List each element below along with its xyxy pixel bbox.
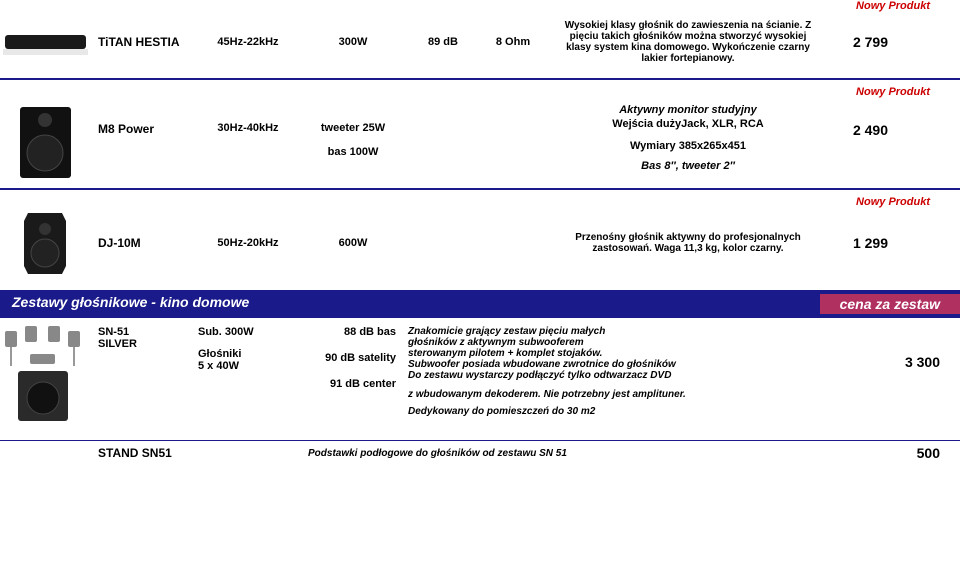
product-thumb bbox=[0, 208, 90, 278]
power: 300W bbox=[298, 36, 408, 48]
product-row-sn51: SN-51 SILVER Sub. 300W Głośniki 5 x 40W … bbox=[0, 318, 960, 436]
d7: Dedykowany do pomieszczeń do 30 m2 bbox=[408, 406, 880, 417]
product-name: TiTAN HESTIA bbox=[98, 35, 198, 49]
desc-block: Aktywny monitor studyjny Wejścia dużyJac… bbox=[548, 102, 828, 174]
price: 3 300 bbox=[880, 326, 960, 436]
power-col: Sub. 300W Głośniki 5 x 40W bbox=[198, 326, 298, 436]
product-row-m8: M8 Power 30Hz-40kHz tweeter 25W bas 100W… bbox=[0, 98, 960, 182]
desc: Podstawki podłogowe do głośników od zest… bbox=[308, 448, 880, 459]
db-col: 88 dB bas 90 dB satelity 91 dB center bbox=[298, 326, 408, 436]
product-name-col: SN-51 SILVER bbox=[98, 326, 198, 436]
db-bas: 88 dB bas bbox=[298, 326, 396, 338]
d2: Wejścia dużyJack, XLR, RCA bbox=[548, 118, 828, 130]
new-product-tag: Nowy Produkt bbox=[0, 196, 960, 208]
new-product-tag: Nowy Produkt bbox=[0, 0, 960, 12]
db-sat: 90 dB satelity bbox=[298, 352, 396, 364]
power-tweeter: tweeter 25W bbox=[298, 122, 408, 134]
d1: Aktywny monitor studyjny bbox=[548, 104, 828, 116]
power-bass: bas 100W bbox=[298, 146, 408, 158]
price: 1 299 bbox=[828, 235, 908, 251]
separator bbox=[0, 440, 960, 441]
separator bbox=[0, 188, 960, 190]
product-thumb bbox=[0, 102, 90, 182]
freq: 30Hz-40kHz bbox=[198, 102, 298, 134]
imp: 8 Ohm bbox=[478, 36, 548, 48]
new-product-tag: Nowy Produkt bbox=[0, 86, 960, 98]
d3: Wymiary 385x265x451 bbox=[548, 140, 828, 152]
power: 600W bbox=[298, 237, 408, 249]
spk-label: Głośniki bbox=[198, 348, 298, 360]
product-name: STAND SN51 bbox=[98, 446, 208, 460]
power-block: tweeter 25W bas 100W bbox=[298, 102, 408, 158]
product-thumb bbox=[0, 326, 90, 436]
price: 2 490 bbox=[828, 102, 908, 138]
product-row-dj10m: DJ-10M 50Hz-20kHz 600W Przenośny głośnik… bbox=[0, 208, 960, 278]
product-name-1: SN-51 bbox=[98, 326, 198, 338]
d6: z wbudowanym dekoderem. Nie potrzebny je… bbox=[408, 389, 880, 400]
section-title: Zestawy głośnikowe - kino domowe bbox=[12, 294, 249, 314]
price: 500 bbox=[880, 445, 960, 461]
d4: Bas 8″, tweeter 2″ bbox=[548, 160, 828, 172]
product-name: DJ-10M bbox=[98, 236, 198, 250]
d4: Subwoofer posiada wbudowane zwrotnice do… bbox=[408, 359, 880, 370]
price-per-set-label: cena za zestaw bbox=[820, 294, 960, 314]
section-header: Zestawy głośnikowe - kino domowe cena za… bbox=[0, 290, 960, 318]
product-thumb bbox=[0, 12, 90, 72]
price: 2 799 bbox=[828, 34, 908, 50]
freq: 45Hz-22kHz bbox=[198, 36, 298, 48]
desc: Przenośny głośnik aktywny do profesjonal… bbox=[548, 232, 828, 254]
d2: głośników z aktywnym subwooferem bbox=[408, 337, 880, 348]
d5: Do zestawu wystarczy podłączyć tylko odt… bbox=[408, 370, 880, 381]
desc: Wysokiej klasy głośnik do zawieszenia na… bbox=[548, 20, 828, 64]
sub-power: Sub. 300W bbox=[198, 326, 298, 338]
freq: 50Hz-20kHz bbox=[198, 237, 298, 249]
separator bbox=[0, 78, 960, 80]
d3: sterowanym pilotem + komplet stojaków. bbox=[408, 348, 880, 359]
desc-col: Znakomicie grający zestaw pięciu małych … bbox=[408, 326, 880, 436]
product-row-titan: TiTAN HESTIA 45Hz-22kHz 300W 89 dB 8 Ohm… bbox=[0, 12, 960, 72]
product-row-stand: STAND SN51 Podstawki podłogowe do głośni… bbox=[0, 445, 960, 461]
product-name: M8 Power bbox=[98, 102, 198, 136]
db-center: 91 dB center bbox=[298, 378, 396, 390]
product-name-2: SILVER bbox=[98, 338, 198, 350]
spl: 89 dB bbox=[408, 36, 478, 48]
d1: Znakomicie grający zestaw pięciu małych bbox=[408, 326, 880, 337]
spk-power: 5 x 40W bbox=[198, 360, 298, 372]
